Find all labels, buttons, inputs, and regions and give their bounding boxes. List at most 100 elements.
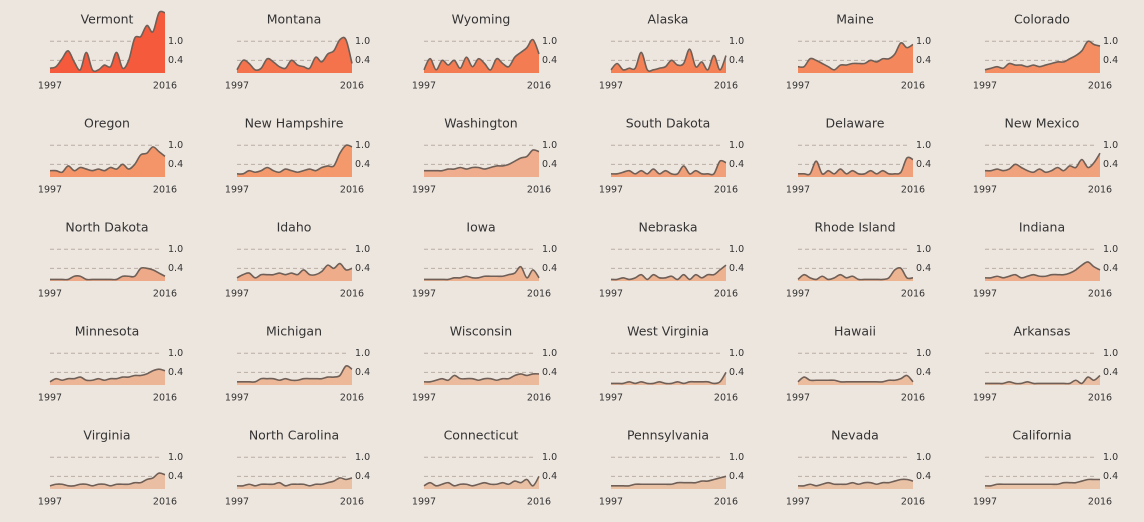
- panel: Idaho 0.4 1.0 1997 2016: [225, 220, 370, 300]
- area: [611, 160, 726, 177]
- x-tick-label: 1997: [38, 393, 62, 404]
- y-tick-label: 1.0: [916, 452, 931, 463]
- y-tick-label: 1.0: [1103, 140, 1118, 151]
- y-tick-label: 0.4: [168, 471, 183, 482]
- x-tick-label: 1997: [786, 81, 810, 92]
- panel-title: North Dakota: [65, 220, 148, 235]
- y-tick-label: 1.0: [168, 348, 183, 359]
- panel: Alaska 0.4 1.0 1997 2016: [599, 12, 744, 92]
- x-tick-label: 1997: [38, 185, 62, 196]
- panel: Indiana 0.4 1.0 1997 2016: [973, 220, 1118, 300]
- line: [423, 475, 540, 487]
- line: [49, 266, 166, 281]
- panel: Rhode Island 0.4 1.0 1997 2016: [786, 220, 931, 300]
- y-tick-label: 1.0: [355, 348, 370, 359]
- line: [984, 152, 1101, 174]
- panel: Minnesota 0.4 1.0 1997 2016: [38, 324, 183, 404]
- line: [610, 264, 727, 281]
- panel-title: Vermont: [81, 12, 134, 27]
- line: [49, 146, 166, 174]
- panel: New Hampshire 0.4 1.0 1997 2016: [225, 116, 370, 196]
- line: [798, 156, 914, 176]
- y-tick-label: 0.4: [1103, 159, 1118, 170]
- x-tick-label: 1997: [973, 393, 997, 404]
- x-tick-label: 2016: [714, 289, 738, 300]
- panel-title: North Carolina: [249, 428, 339, 443]
- x-tick-label: 2016: [527, 81, 551, 92]
- panel: South Dakota 0.4 1.0 1997 2016: [599, 116, 744, 196]
- x-tick-label: 2016: [1088, 185, 1112, 196]
- y-tick-label: 0.4: [729, 263, 744, 274]
- line: [423, 372, 540, 383]
- line: [797, 374, 914, 383]
- area: [424, 266, 539, 281]
- x-tick-label: 2016: [714, 497, 738, 508]
- line: [611, 475, 727, 487]
- y-tick-label: 1.0: [729, 140, 744, 151]
- line: [236, 477, 353, 487]
- panel: Virginia 0.4 1.0 1997 2016: [38, 428, 183, 508]
- y-tick-label: 1.0: [168, 36, 183, 47]
- x-tick-label: 2016: [153, 393, 177, 404]
- area: [985, 479, 1100, 489]
- y-tick-label: 1.0: [355, 244, 370, 255]
- panel: Arkansas 0.4 1.0 1997 2016: [973, 324, 1118, 404]
- panel: Michigan 0.4 1.0 1997 2016: [225, 324, 370, 404]
- panel: Vermont 0.4 1.0 1997 2016: [38, 10, 183, 92]
- line: [237, 365, 353, 383]
- panel: Pennsylvania 0.4 1.0 1997 2016: [599, 428, 744, 508]
- panel-title: Wyoming: [452, 12, 511, 27]
- panel-title: Delaware: [826, 116, 885, 131]
- y-tick-label: 0.4: [542, 55, 557, 66]
- panel-title: Iowa: [466, 220, 495, 235]
- x-tick-label: 2016: [1088, 393, 1112, 404]
- y-tick-label: 0.4: [729, 471, 744, 482]
- y-tick-label: 1.0: [355, 140, 370, 151]
- x-tick-label: 2016: [527, 289, 551, 300]
- panel-title: New Hampshire: [245, 116, 344, 131]
- panel-title: Rhode Island: [814, 220, 895, 235]
- panel-title: Oregon: [84, 116, 130, 131]
- y-tick-label: 0.4: [729, 367, 744, 378]
- panel-title: Hawaii: [834, 324, 876, 339]
- x-tick-label: 1997: [225, 81, 249, 92]
- area: [237, 37, 352, 73]
- panel: West Virginia 0.4 1.0 1997 2016: [599, 324, 744, 404]
- area: [50, 473, 165, 489]
- y-tick-label: 1.0: [729, 36, 744, 47]
- area: [50, 267, 165, 281]
- x-tick-label: 1997: [225, 185, 249, 196]
- line: [984, 261, 1101, 279]
- y-tick-label: 1.0: [729, 348, 744, 359]
- x-tick-label: 1997: [412, 185, 436, 196]
- y-tick-label: 0.4: [916, 263, 931, 274]
- panel-title: Washington: [444, 116, 517, 131]
- y-tick-label: 1.0: [542, 36, 557, 47]
- y-tick-label: 0.4: [1103, 471, 1118, 482]
- x-tick-label: 1997: [786, 497, 810, 508]
- y-tick-label: 0.4: [542, 159, 557, 170]
- line: [797, 266, 914, 281]
- panel: Nevada 0.4 1.0 1997 2016: [786, 428, 931, 508]
- y-tick-label: 0.4: [542, 263, 557, 274]
- panel: Delaware 0.4 1.0 1997 2016: [786, 116, 931, 196]
- y-tick-label: 1.0: [1103, 36, 1118, 47]
- line: [49, 472, 166, 487]
- y-tick-label: 1.0: [542, 140, 557, 151]
- panel: New Mexico 0.4 1.0 1997 2016: [973, 116, 1118, 196]
- y-tick-label: 0.4: [168, 263, 183, 274]
- line: [49, 10, 166, 73]
- area: [798, 375, 913, 385]
- panel-title: Minnesota: [75, 324, 140, 339]
- y-tick-label: 0.4: [355, 367, 370, 378]
- x-tick-label: 1997: [412, 289, 436, 300]
- area: [50, 11, 165, 74]
- panel: Nebraska 0.4 1.0 1997 2016: [599, 220, 744, 300]
- line: [984, 40, 1101, 71]
- panel: Connecticut 0.4 1.0 1997 2016: [412, 428, 557, 508]
- y-tick-label: 0.4: [1103, 367, 1118, 378]
- x-tick-label: 1997: [225, 393, 249, 404]
- panel-title: Idaho: [277, 220, 312, 235]
- x-tick-label: 2016: [153, 497, 177, 508]
